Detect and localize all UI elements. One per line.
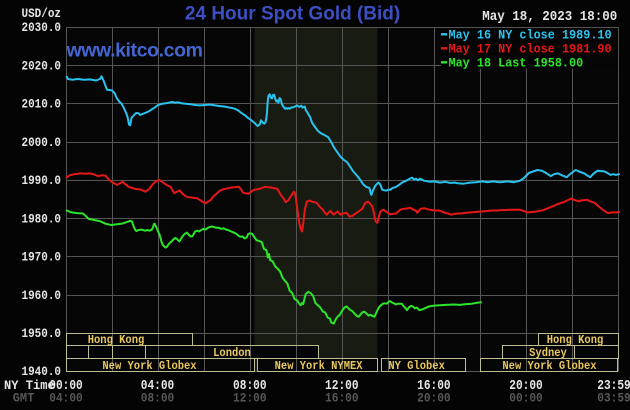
svg-text:NY Globex: NY Globex [388, 359, 445, 373]
svg-text:2000.0: 2000.0 [22, 135, 62, 150]
svg-text:20:00: 20:00 [417, 390, 451, 405]
svg-text:1970.0: 1970.0 [22, 250, 62, 265]
svg-text:12:00: 12:00 [233, 390, 267, 405]
svg-text:www.kitco.com: www.kitco.com [66, 40, 203, 62]
svg-text:Hong Kong: Hong Kong [88, 333, 145, 347]
svg-text:May 18, 2023 18:00: May 18, 2023 18:00 [482, 10, 617, 25]
svg-text:New York Globex: New York Globex [502, 359, 596, 373]
svg-text:1960.0: 1960.0 [22, 288, 62, 303]
svg-text:00:00: 00:00 [509, 390, 543, 405]
svg-text:GMT: GMT [13, 390, 35, 405]
svg-text:New York NYMEX: New York NYMEX [275, 359, 364, 373]
svg-text:New York Globex: New York Globex [102, 359, 196, 373]
svg-text:USD/oz: USD/oz [22, 6, 62, 21]
svg-text:20:00: 20:00 [509, 379, 543, 394]
svg-text:2030.0: 2030.0 [22, 20, 62, 35]
svg-text:London: London [213, 346, 251, 360]
svg-text:16:00: 16:00 [325, 390, 359, 405]
svg-text:00:00: 00:00 [49, 379, 83, 394]
svg-text:03:59: 03:59 [597, 390, 630, 405]
svg-text:16:00: 16:00 [417, 379, 451, 394]
svg-text:08:00: 08:00 [141, 390, 175, 405]
svg-text:12:00: 12:00 [325, 379, 359, 394]
svg-text:23:59: 23:59 [597, 379, 630, 394]
svg-text:May 17 NY close 1981.90: May 17 NY close 1981.90 [449, 42, 612, 57]
svg-text:NY Time: NY Time [4, 378, 55, 393]
svg-text:Sydney: Sydney [529, 346, 567, 360]
svg-text:2010.0: 2010.0 [22, 97, 62, 112]
svg-text:1950.0: 1950.0 [22, 326, 62, 341]
svg-text:1990.0: 1990.0 [22, 173, 62, 188]
svg-text:04:00: 04:00 [141, 379, 175, 394]
svg-text:08:00: 08:00 [233, 379, 267, 394]
svg-text:Hong Kong: Hong Kong [547, 333, 604, 347]
svg-text:24 Hour Spot Gold (Bid): 24 Hour Spot Gold (Bid) [185, 4, 400, 25]
svg-text:2020.0: 2020.0 [22, 58, 62, 73]
svg-text:May 18 Last 1958.00: May 18 Last 1958.00 [449, 56, 584, 71]
svg-text:04:00: 04:00 [49, 390, 83, 405]
svg-text:May 16 NY close 1989.10: May 16 NY close 1989.10 [449, 28, 612, 43]
svg-text:1940.0: 1940.0 [22, 364, 62, 379]
svg-text:1980.0: 1980.0 [22, 211, 62, 226]
